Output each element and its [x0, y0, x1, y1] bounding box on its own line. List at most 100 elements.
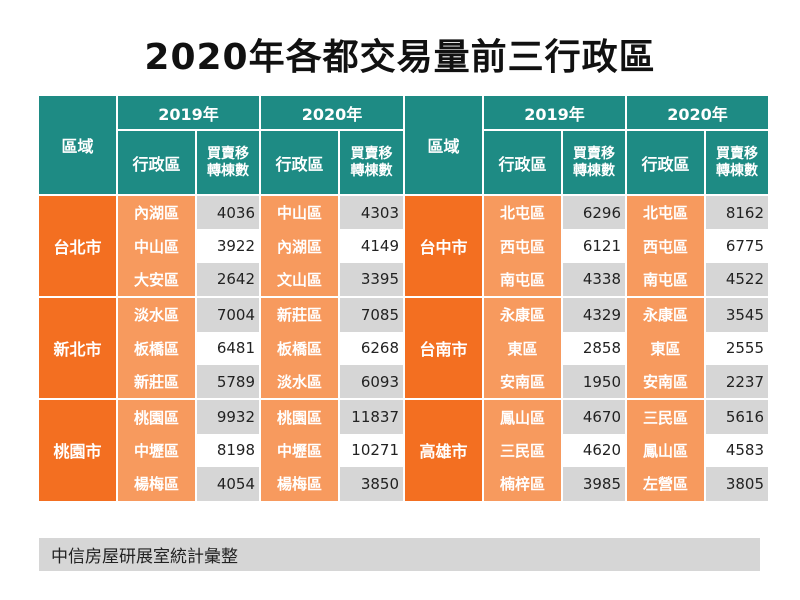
district-2019: 淡水區 — [118, 298, 195, 332]
transfers-2020: 3545 — [706, 298, 768, 332]
transfers-2019: 6481 — [197, 331, 259, 365]
header-region: 區域 — [405, 96, 482, 194]
transfers-2020: 5616 — [706, 400, 768, 434]
transfers-2019: 6296 — [563, 196, 625, 230]
district-2020: 西屯區 — [627, 229, 704, 263]
header-transfers-line2: 轉棟數 — [207, 162, 249, 179]
district-2020: 三民區 — [627, 400, 704, 434]
district-2019: 楠梓區 — [484, 467, 561, 501]
district-2019: 東區 — [484, 331, 561, 365]
transaction-table: 區域 2019年 2020年 行政區 買賣移 轉棟數 行政區 買賣移 轉棟數 台北市 內湖區 4036… — [39, 96, 768, 512]
district-2020: 安南區 — [627, 365, 704, 399]
region-city: 台北市 — [39, 196, 116, 297]
header-transfers-line2: 轉棟數 — [573, 162, 615, 179]
transfers-2020: 2237 — [706, 365, 768, 399]
district-2019: 楊梅區 — [118, 467, 195, 501]
page-title: 2020年各都交易量前三行政區 — [144, 37, 656, 78]
district-2019: 永康區 — [484, 298, 561, 332]
transfers-2019: 3922 — [197, 229, 259, 263]
district-2020: 中山區 — [261, 196, 338, 230]
header-transfers: 買賣移 轉棟數 — [706, 131, 768, 194]
header-year-2020: 2020年 — [627, 96, 768, 129]
header-year-2019: 2019年 — [118, 96, 259, 129]
header-transfers-line1: 買賣移 — [350, 145, 393, 162]
district-2020: 永康區 — [627, 298, 704, 332]
header-transfers-line1: 買賣移 — [573, 145, 615, 162]
district-2020: 楊梅區 — [261, 467, 338, 501]
region-city: 桃園市 — [39, 400, 116, 501]
region-city: 台中市 — [405, 196, 482, 297]
transfers-2019: 4620 — [563, 433, 625, 468]
source-note: 中信房屋研展室統計彙整 — [39, 538, 760, 571]
transfers-2020: 4522 — [706, 262, 768, 297]
district-2020: 新莊區 — [261, 298, 338, 332]
transfers-2020: 10271 — [340, 433, 403, 468]
transfers-2020: 6093 — [340, 365, 403, 399]
transfers-2019: 4670 — [563, 400, 625, 434]
district-2019: 中山區 — [118, 229, 195, 263]
transfers-2020: 6775 — [706, 229, 768, 263]
district-2020: 板橋區 — [261, 331, 338, 365]
header-district: 行政區 — [484, 131, 561, 194]
transfers-2020: 2555 — [706, 331, 768, 365]
transfers-2019: 5789 — [197, 365, 259, 399]
header-transfers-line2: 轉棟數 — [350, 162, 393, 179]
district-2019: 桃園區 — [118, 400, 195, 434]
district-2020: 文山區 — [261, 262, 338, 297]
header-transfers-line2: 轉棟數 — [716, 162, 758, 179]
header-year-2020: 2020年 — [261, 96, 403, 129]
district-2019: 南屯區 — [484, 262, 561, 297]
transfers-2019: 7004 — [197, 298, 259, 332]
transfers-2019: 9932 — [197, 400, 259, 434]
header-transfers: 買賣移 轉棟數 — [197, 131, 259, 194]
header-year-2019: 2019年 — [484, 96, 625, 129]
district-2019: 中壢區 — [118, 433, 195, 468]
transfers-2020: 4149 — [340, 229, 403, 263]
transfers-2019: 6121 — [563, 229, 625, 263]
district-2019: 北屯區 — [484, 196, 561, 230]
transfers-2020: 11837 — [340, 400, 403, 434]
region-city: 新北市 — [39, 298, 116, 399]
transfers-2020: 6268 — [340, 331, 403, 365]
header-region: 區域 — [39, 96, 116, 194]
transfers-2020: 3850 — [340, 467, 403, 501]
district-2020: 東區 — [627, 331, 704, 365]
region-city: 台南市 — [405, 298, 482, 399]
district-2020: 淡水區 — [261, 365, 338, 399]
header-district: 行政區 — [261, 131, 338, 194]
transfers-2019: 1950 — [563, 365, 625, 399]
transfers-2019: 2642 — [197, 262, 259, 297]
district-2019: 新莊區 — [118, 365, 195, 399]
district-2019: 西屯區 — [484, 229, 561, 263]
region-city: 高雄市 — [405, 400, 482, 501]
transfers-2020: 4303 — [340, 196, 403, 230]
transfers-2019: 4329 — [563, 298, 625, 332]
transfers-2019: 4036 — [197, 196, 259, 230]
district-2019: 三民區 — [484, 433, 561, 468]
header-transfers-line1: 買賣移 — [716, 145, 758, 162]
district-2020: 鳳山區 — [627, 433, 704, 468]
district-2020: 南屯區 — [627, 262, 704, 297]
header-district: 行政區 — [627, 131, 704, 194]
district-2020: 桃園區 — [261, 400, 338, 434]
transfers-2020: 8162 — [706, 196, 768, 230]
transfers-2020: 3395 — [340, 262, 403, 297]
transfers-2020: 3805 — [706, 467, 768, 501]
header-district: 行政區 — [118, 131, 195, 194]
transfers-2019: 3985 — [563, 467, 625, 501]
transfers-2019: 4054 — [197, 467, 259, 501]
district-2019: 安南區 — [484, 365, 561, 399]
header-transfers: 買賣移 轉棟數 — [563, 131, 625, 194]
district-2019: 內湖區 — [118, 196, 195, 230]
transfers-2019: 4338 — [563, 262, 625, 297]
header-transfers: 買賣移 轉棟數 — [340, 131, 403, 194]
district-2020: 內湖區 — [261, 229, 338, 263]
district-2019: 大安區 — [118, 262, 195, 297]
district-2019: 板橋區 — [118, 331, 195, 365]
transfers-2020: 4583 — [706, 433, 768, 468]
district-2020: 中壢區 — [261, 433, 338, 468]
district-2020: 左營區 — [627, 467, 704, 501]
transfers-2020: 7085 — [340, 298, 403, 332]
header-transfers-line1: 買賣移 — [207, 145, 249, 162]
transfers-2019: 8198 — [197, 433, 259, 468]
